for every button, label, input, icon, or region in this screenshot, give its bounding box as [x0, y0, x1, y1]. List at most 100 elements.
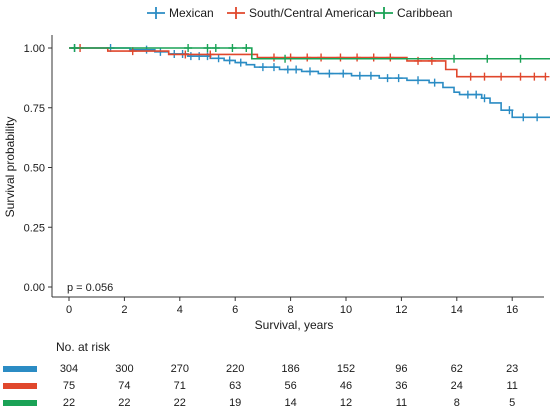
censor-mark: [286, 53, 295, 62]
censor-mark: [483, 54, 492, 63]
censor-mark: [533, 113, 542, 122]
risk-count: 63: [229, 380, 241, 392]
legend-label-2: Caribbean: [397, 6, 452, 20]
censor-mark: [480, 94, 489, 103]
x-axis-title: Survival, years: [255, 318, 334, 332]
plot-area: 0.000.250.500.751.00024681012141618 p = …: [24, 35, 550, 316]
risk-row-color-0: [3, 366, 37, 372]
risk-row-color-1: [3, 383, 37, 389]
censor-mark: [242, 44, 251, 52]
risk-count: 186: [281, 363, 299, 375]
censor-mark: [463, 90, 472, 99]
censor-mark: [505, 106, 514, 115]
risk-count: 24: [451, 380, 463, 392]
risk-count: 62: [451, 363, 463, 375]
censor-mark: [383, 74, 392, 83]
censor-mark: [195, 52, 204, 61]
x-tick-label: 14: [451, 304, 463, 316]
censor-mark: [497, 72, 506, 81]
legend-label-1: South/Central American: [249, 6, 376, 20]
censor-mark: [214, 54, 223, 63]
risk-count: 19: [229, 397, 241, 409]
legend-key-2: [375, 7, 393, 19]
censor-mark: [236, 58, 245, 67]
censor-mark: [142, 45, 151, 54]
censor-mark: [186, 52, 195, 61]
risk-count: 270: [171, 363, 189, 375]
censor-mark: [386, 53, 395, 62]
x-tick-label: 0: [66, 304, 72, 316]
risk-count: 74: [118, 380, 130, 392]
censor-mark: [184, 44, 193, 52]
censor-mark: [516, 72, 525, 81]
censor-mark: [541, 72, 550, 81]
risk-count: 23: [506, 363, 518, 375]
censor-mark: [292, 65, 301, 74]
risk-table-title: No. at risk: [56, 340, 111, 354]
censor-mark: [269, 63, 278, 72]
x-tick-label: 4: [177, 304, 183, 316]
risk-count: 71: [174, 380, 186, 392]
censor-mark: [519, 113, 528, 122]
censor-mark: [472, 90, 481, 99]
risk-count: 11: [396, 397, 407, 409]
y-tick-label: 0.00: [24, 282, 45, 294]
risk-count: 8: [454, 397, 460, 409]
censor-mark: [305, 67, 314, 76]
legend-label-0: Mexican: [169, 6, 214, 20]
risk-count: 304: [60, 363, 78, 375]
x-tick-label: 6: [232, 304, 238, 316]
censor-mark: [70, 44, 79, 52]
censor-mark: [281, 54, 290, 63]
censor-mark: [206, 50, 215, 59]
censor-mark: [414, 76, 423, 85]
censor-mark: [225, 56, 234, 65]
survival-line-0: [69, 47, 550, 119]
risk-table: No. at risk 3043002702201861529662234757…: [3, 340, 518, 409]
legend-key-0: [147, 7, 165, 19]
censor-mark: [450, 54, 459, 63]
censor-mark: [228, 44, 237, 52]
y-axis-title: Survival probability: [3, 117, 17, 218]
y-tick-label: 0.50: [24, 163, 45, 175]
risk-count: 152: [337, 363, 355, 375]
risk-count: 22: [63, 397, 75, 409]
risk-row-color-2: [3, 400, 37, 406]
risk-count: 22: [174, 397, 186, 409]
y-tick-label: 1.00: [24, 43, 45, 55]
censor-mark: [336, 53, 345, 62]
legend-key-1: [227, 7, 245, 19]
censor-mark: [530, 72, 539, 81]
risk-count: 22: [118, 397, 130, 409]
survival-curves: [69, 44, 550, 122]
x-tick-label: 10: [340, 304, 352, 316]
censor-mark: [303, 53, 312, 62]
censor-mark: [283, 65, 292, 74]
censor-mark: [355, 71, 364, 80]
p-value-annotation: p = 0.056: [67, 282, 113, 294]
censor-mark: [366, 71, 375, 80]
censor-mark: [369, 53, 378, 62]
risk-count: 46: [340, 380, 352, 392]
risk-count: 5: [509, 397, 515, 409]
risk-count: 300: [115, 363, 133, 375]
censor-mark: [466, 72, 475, 81]
censor-mark: [353, 53, 362, 62]
risk-count: 220: [226, 363, 244, 375]
risk-count: 96: [395, 363, 407, 375]
x-tick-label: 8: [288, 304, 294, 316]
risk-count: 56: [284, 380, 296, 392]
censor-mark: [269, 53, 278, 62]
censor-mark: [339, 69, 348, 78]
x-tick-label: 16: [506, 304, 518, 316]
y-tick-label: 0.25: [24, 222, 45, 234]
risk-count: 14: [284, 397, 296, 409]
y-tick-label: 0.75: [24, 103, 45, 115]
censor-mark: [394, 74, 403, 83]
survival-line-1: [69, 47, 546, 78]
legend: Mexican South/Central American Caribbean: [147, 6, 452, 20]
censor-mark: [480, 72, 489, 81]
censor-mark: [211, 44, 220, 52]
censor-mark: [181, 50, 190, 59]
censor-mark: [430, 78, 439, 87]
